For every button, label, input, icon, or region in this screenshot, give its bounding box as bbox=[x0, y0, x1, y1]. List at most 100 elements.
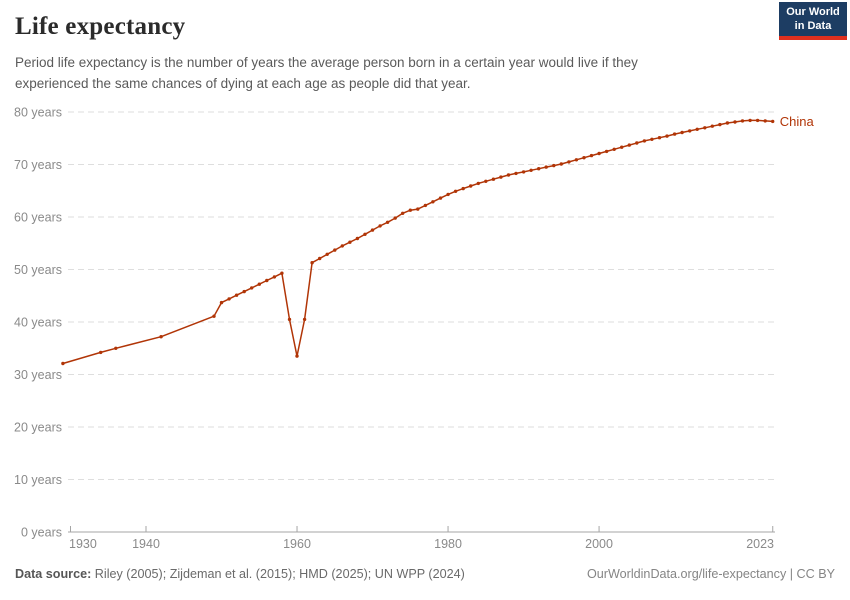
chart-subtitle: Period life expectancy is the number of … bbox=[15, 52, 775, 94]
data-point bbox=[642, 139, 647, 143]
data-point bbox=[333, 248, 337, 252]
data-point bbox=[340, 244, 344, 248]
data-point bbox=[363, 232, 367, 236]
data-point bbox=[159, 335, 163, 339]
data-point bbox=[597, 151, 601, 156]
y-tick-label-10: 10 years bbox=[14, 473, 62, 487]
series-line-china[interactable] bbox=[62, 119, 774, 365]
y-tick-label-60: 60 years bbox=[14, 211, 62, 225]
data-point bbox=[748, 118, 752, 123]
y-tick-label-0: 0 years bbox=[21, 526, 62, 540]
data-point bbox=[401, 211, 405, 215]
x-tick-label-1960: 1960 bbox=[283, 537, 311, 551]
data-point bbox=[242, 289, 246, 294]
x-tick-label-2023: 2023 bbox=[746, 537, 774, 551]
data-point bbox=[423, 203, 428, 208]
data-point bbox=[393, 216, 397, 220]
data-source-label: Data source: bbox=[15, 567, 92, 581]
x-tick-label-2000: 2000 bbox=[585, 537, 613, 551]
y-tick-label-80: 80 years bbox=[14, 106, 62, 120]
data-point bbox=[612, 147, 616, 151]
data-point bbox=[302, 317, 307, 322]
data-point bbox=[589, 153, 594, 158]
data-point bbox=[348, 240, 352, 244]
data-point bbox=[469, 184, 473, 188]
footer-link[interactable]: OurWorldinData.org/life-expectancy | CC … bbox=[586, 567, 835, 581]
series-end-label-china[interactable]: China bbox=[780, 114, 815, 129]
data-point bbox=[710, 124, 714, 128]
y-tick-label-40: 40 years bbox=[14, 316, 62, 330]
data-point bbox=[635, 141, 639, 145]
y-tick-label-70: 70 years bbox=[14, 158, 62, 172]
data-point bbox=[582, 156, 586, 160]
data-point bbox=[370, 228, 375, 232]
chart-footer: Data source: Riley (2005); Zijdeman et a… bbox=[15, 566, 835, 582]
data-point bbox=[257, 282, 261, 286]
data-point bbox=[672, 132, 677, 136]
data-point bbox=[378, 224, 382, 228]
data-point bbox=[408, 208, 412, 212]
y-tick-label-50: 50 years bbox=[14, 263, 62, 277]
page-title: Life expectancy bbox=[15, 13, 186, 40]
data-point bbox=[718, 122, 722, 127]
data-point bbox=[574, 158, 579, 162]
data-point bbox=[537, 167, 541, 171]
data-point bbox=[280, 271, 284, 275]
data-point bbox=[355, 236, 360, 241]
x-tick-label-1980: 1980 bbox=[434, 537, 462, 551]
y-tick-label-20: 20 years bbox=[14, 421, 62, 435]
data-point bbox=[484, 179, 488, 183]
data-point bbox=[453, 189, 458, 193]
owid-logo[interactable]: Our World in Data bbox=[779, 2, 847, 40]
data-point bbox=[665, 134, 669, 138]
data-point bbox=[725, 121, 730, 125]
data-point bbox=[318, 256, 322, 261]
data-point bbox=[227, 297, 231, 301]
data-point bbox=[272, 275, 277, 279]
data-point bbox=[446, 192, 450, 197]
data-point bbox=[491, 177, 496, 181]
data-point bbox=[325, 252, 329, 256]
subtitle-line-1: Period life expectancy is the number of … bbox=[15, 55, 638, 70]
data-point bbox=[265, 278, 269, 283]
x-tick-label-1940: 1940 bbox=[132, 537, 160, 551]
data-point bbox=[219, 300, 224, 305]
data-point bbox=[431, 200, 435, 204]
data-point bbox=[703, 126, 707, 130]
data-source-text: Riley (2005); Zijdeman et al. (2015); HM… bbox=[94, 567, 465, 581]
data-point bbox=[657, 136, 662, 140]
data-point bbox=[627, 143, 631, 147]
data-point bbox=[250, 286, 254, 290]
data-point bbox=[514, 171, 518, 176]
data-point bbox=[559, 162, 563, 166]
chart-header: Life expectancy Period life expectancy i… bbox=[15, 13, 835, 94]
data-point bbox=[544, 165, 548, 169]
data-source: Data source: Riley (2005); Zijdeman et a… bbox=[15, 566, 465, 582]
data-point bbox=[499, 175, 503, 179]
data-point bbox=[755, 118, 760, 123]
data-point bbox=[680, 130, 684, 135]
data-point bbox=[416, 207, 420, 211]
data-point bbox=[650, 137, 654, 141]
data-point bbox=[733, 120, 737, 124]
data-point bbox=[521, 170, 526, 174]
data-point bbox=[310, 261, 314, 265]
data-point bbox=[476, 181, 480, 186]
data-point bbox=[688, 129, 692, 133]
data-point bbox=[695, 127, 699, 131]
data-point bbox=[99, 350, 103, 355]
data-point bbox=[771, 119, 775, 124]
data-point bbox=[212, 314, 216, 318]
data-point bbox=[567, 160, 571, 164]
subtitle-line-2: experienced the same chances of dying at… bbox=[15, 76, 471, 91]
data-point bbox=[114, 346, 118, 350]
data-point bbox=[295, 354, 299, 358]
data-point bbox=[461, 186, 465, 191]
owid-logo-line-2: in Data bbox=[794, 19, 832, 32]
data-point bbox=[506, 173, 511, 177]
data-point bbox=[552, 163, 556, 168]
x-tick-label-1930: 1930 bbox=[69, 537, 97, 551]
y-tick-label-30: 30 years bbox=[14, 368, 62, 382]
